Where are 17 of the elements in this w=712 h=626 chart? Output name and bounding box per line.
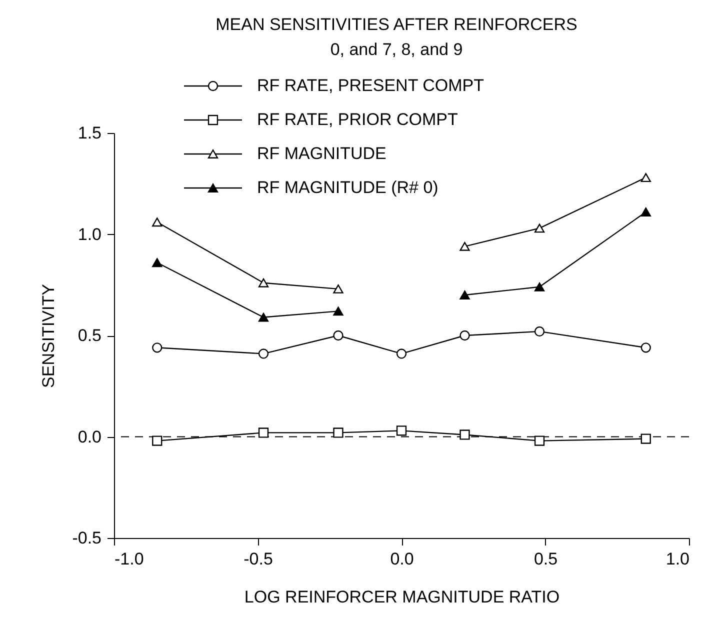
y-tick-label: -0.5 — [72, 528, 102, 548]
x-tick-label: 0.0 — [390, 550, 414, 568]
legend-label: RF RATE, PRESENT COMPT — [257, 76, 484, 95]
x-tick-label: -0.5 — [244, 550, 273, 568]
x-tick-label: -1.0 — [114, 550, 144, 568]
x-tick-label: 0.5 — [534, 550, 558, 568]
chart-title: MEAN SENSITIVITIES AFTER REINFORCERS 0, and 7, 8, and 9 — [216, 15, 578, 59]
x-tick-label: 1.0 — [666, 550, 690, 568]
y-tick-label: 0.0 — [78, 427, 102, 446]
legend-label: RF MAGNITUDE — [257, 144, 386, 163]
y-tick-label: 1.5 — [78, 124, 102, 142]
legend-label: RF RATE, PRIOR COMPT — [257, 110, 458, 129]
y-tick-label: 0.5 — [78, 326, 102, 345]
x-axis-title: LOG REINFORCER MAGNITUDE RATIO — [244, 588, 560, 606]
y-axis-title: SENSITIVITY — [39, 284, 58, 388]
y-tick-label: 1.0 — [78, 224, 102, 244]
legend-label: RF MAGNITUDE (R# 0) — [257, 178, 438, 197]
